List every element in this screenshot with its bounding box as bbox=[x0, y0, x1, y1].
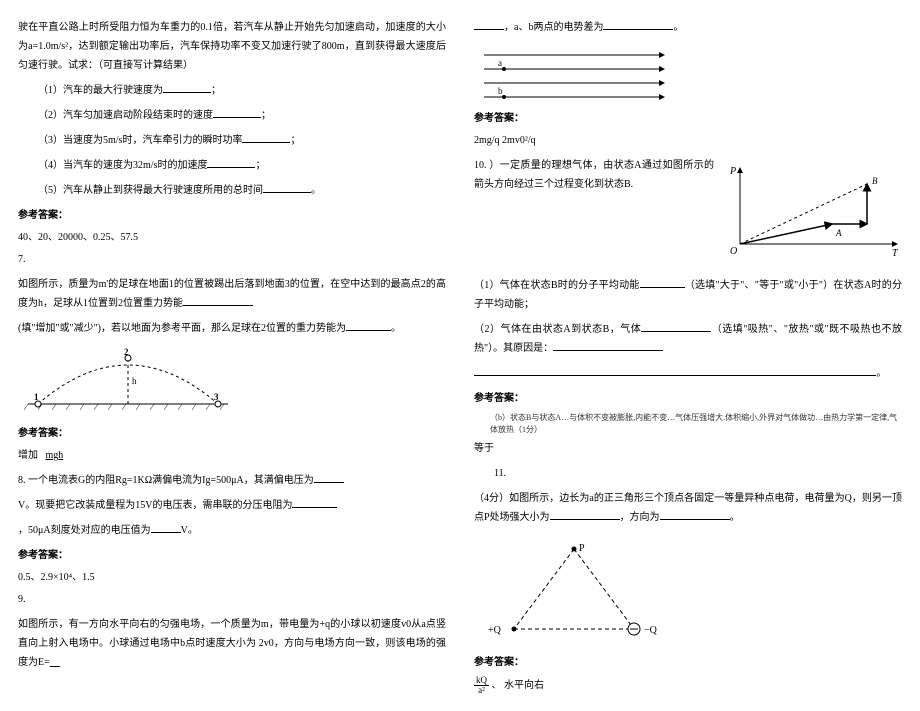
ans-label-a: 参考答案： bbox=[474, 109, 902, 128]
blank bbox=[474, 20, 504, 30]
diagram-pt: P T O A B bbox=[722, 162, 902, 262]
q11: （4分）如图所示，边长为a的正三角形三个顶点各固定一等量异种点电荷，电荷量为Q，… bbox=[474, 489, 902, 527]
left-column: 驶在平直公路上时所受阻力恒为车重力的0.1倍，若汽车从静止开始先匀加速启动，加速… bbox=[18, 12, 446, 699]
q6-1-text: （1）汽车的最大行驶速度为 bbox=[38, 85, 163, 96]
svg-text:T: T bbox=[892, 248, 899, 259]
label-h: h bbox=[132, 376, 137, 386]
svg-text:a: a bbox=[498, 58, 502, 68]
ans-a: 2mg/q 2mv0²/q bbox=[474, 132, 902, 150]
blank bbox=[292, 498, 337, 508]
q8b: V。现要把它改装成量程为15V的电压表，需串联的分压电阻为 bbox=[18, 496, 446, 515]
blank bbox=[242, 133, 290, 143]
blank bbox=[550, 510, 620, 520]
q7-text: 如图所示，质量为m'的足球在地面1的位置被踢出后落到地面3的位置，在空中达到的最… bbox=[18, 275, 446, 313]
ans-label-6: 参考答案： bbox=[18, 206, 446, 225]
r1b: 。 bbox=[673, 22, 683, 33]
svg-text:−Q: −Q bbox=[644, 625, 658, 636]
svg-text:+Q: +Q bbox=[488, 625, 502, 636]
right-column: ，a、b两点的电势差为。 a b 参考答案： 2mg/q 2mv0²/q bbox=[474, 12, 902, 699]
q6-2-text: （2）汽车匀加速启动阶段结束时的速度 bbox=[38, 110, 213, 121]
ans-11: kQ a² 、 水平向右 bbox=[474, 676, 902, 695]
sec9-num: 9. bbox=[18, 591, 446, 609]
q8bt: V。现要把它改装成量程为15V的电压表，需串联的分压电阻为 bbox=[18, 500, 292, 511]
q11c: 。 bbox=[730, 512, 740, 523]
blank bbox=[603, 20, 673, 30]
ans11-rest: 、 水平向右 bbox=[492, 680, 545, 691]
q10blank2: 。 bbox=[474, 364, 902, 383]
period: 。 bbox=[391, 323, 401, 334]
svg-text:1: 1 bbox=[34, 392, 39, 402]
svg-text:3: 3 bbox=[214, 392, 219, 402]
r1t: ，a、b两点的电势差为 bbox=[504, 22, 603, 33]
period: 。 bbox=[311, 185, 321, 196]
diagram-field-lines: a b bbox=[474, 45, 902, 101]
q8d: V。 bbox=[181, 525, 198, 536]
ans-6: 40、20、20000、0.25、57.5 bbox=[18, 229, 446, 247]
ans-label-7: 参考答案： bbox=[18, 424, 446, 443]
blank bbox=[207, 158, 255, 168]
frac-num: kQ bbox=[474, 676, 489, 686]
svg-text:b: b bbox=[498, 86, 503, 96]
ans-label-8: 参考答案： bbox=[18, 546, 446, 565]
q8c: ，50μA刻度处对应的电压值为 V。 bbox=[18, 521, 446, 540]
q8: 8. 一个电流表G的内阻Rg=1KΩ满偏电流为Ig=500μA，其满偏电压为 bbox=[18, 471, 446, 490]
svg-text:2: 2 bbox=[124, 347, 129, 357]
q9t: 如图所示，有一方向水平向右的匀强电场，一个质量为m，带电量为+q的小球以初速度v… bbox=[18, 619, 446, 668]
blank bbox=[263, 183, 311, 193]
q6-sub2: （2）汽车匀加速启动阶段结束时的速度 ； bbox=[18, 106, 446, 125]
svg-text:O: O bbox=[730, 246, 737, 257]
q6-sub4: （4）当汽车的速度为32m/s时的加速度 ； bbox=[18, 156, 446, 175]
ans-label-10: 参考答案： bbox=[474, 389, 902, 408]
blank bbox=[346, 321, 391, 331]
q6-sub5: （5）汽车从静止到获得最大行驶速度所用的总时间 。 bbox=[18, 181, 446, 200]
ans10-note: （b）状态B与状态A…与体积不变被膨胀,内能不变…气体压强增大.体积缩小,外界对… bbox=[490, 412, 902, 436]
q6-sub3: （3）当速度为5m/s时，汽车牵引力的瞬时功率 ； bbox=[18, 131, 446, 150]
q9: 如图所示，有一方向水平向右的匀强电场，一个质量为m，带电量为+q的小球以初速度v… bbox=[18, 615, 446, 672]
blank bbox=[151, 523, 181, 533]
blank bbox=[314, 473, 344, 483]
q6-intro: 驶在平直公路上时所受阻力恒为车重力的0.1倍，若汽车从静止开始先匀加速启动，加速… bbox=[18, 18, 446, 75]
q10b: （1）气体在状态B时的分子平均动能（选填"大于"、"等于"或"小于"）在状态A时… bbox=[474, 276, 902, 314]
blank bbox=[640, 278, 685, 288]
svg-text:B: B bbox=[872, 176, 878, 186]
q7-text2: (填"增加"或"减少")，若以地面为参考平面，那么足球在2位置的重力势能为 。 bbox=[18, 319, 446, 338]
blank bbox=[183, 296, 253, 306]
semi: ； bbox=[261, 110, 271, 121]
ans-7: 增加 mgh bbox=[18, 447, 446, 465]
q6-3-text: （3）当速度为5m/s时，汽车牵引力的瞬时功率 bbox=[38, 135, 242, 146]
q6-5-text: （5）汽车从静止到获得最大行驶速度所用的总时间 bbox=[38, 185, 263, 196]
ans-8: 0.5、2.9×10⁴、1.5 bbox=[18, 569, 446, 587]
q7b: (填"增加"或"减少")，若以地面为参考平面，那么足球在2位置的重力势能为 bbox=[18, 323, 346, 334]
period: 。 bbox=[876, 368, 886, 379]
ans11-frac: kQ a² bbox=[474, 676, 489, 695]
ans-label-11: 参考答案： bbox=[474, 653, 902, 672]
q8ct: ，50μA刻度处对应的电压值为 bbox=[18, 525, 151, 536]
q6-sub1: （1）汽车的最大行驶速度为 ； bbox=[18, 81, 446, 100]
diagram-parabola: 1 2 3 h bbox=[18, 346, 446, 416]
r1: ，a、b两点的电势差为 。 bbox=[474, 18, 902, 37]
blank bbox=[553, 341, 663, 351]
svg-text:P: P bbox=[729, 166, 736, 177]
q10bt: （1）气体在状态B时的分子平均动能 bbox=[474, 280, 640, 291]
q10dt: （2）气体在由状态A到状态B，气体 bbox=[474, 324, 641, 335]
semi: ； bbox=[211, 85, 221, 96]
blank bbox=[660, 510, 730, 520]
blank bbox=[474, 366, 876, 376]
eq-label: 等于 bbox=[474, 440, 902, 458]
svg-text:P: P bbox=[579, 543, 585, 554]
q6-4-text: （4）当汽车的速度为32m/s时的加速度 bbox=[38, 160, 207, 171]
blank bbox=[213, 108, 261, 118]
frac-den: a² bbox=[474, 686, 489, 695]
q10d: （2）气体在由状态A到状态B，气体（选填"吸热"、"放热"或"既不吸热也不放热"… bbox=[474, 320, 902, 358]
semi: ； bbox=[290, 135, 300, 146]
semi: ； bbox=[255, 160, 265, 171]
blank bbox=[163, 83, 211, 93]
q8a: 8. 一个电流表G的内阻Rg=1KΩ满偏电流为Ig=500μA，其满偏电压为 bbox=[18, 475, 314, 486]
sec7-num: 7. bbox=[18, 251, 446, 269]
svg-text:A: A bbox=[835, 228, 842, 238]
diagram-triangle: P +Q −Q bbox=[474, 535, 902, 645]
sec11-num: 11. bbox=[474, 464, 902, 483]
blank bbox=[641, 322, 711, 332]
q11b: ，方向为 bbox=[620, 512, 660, 523]
